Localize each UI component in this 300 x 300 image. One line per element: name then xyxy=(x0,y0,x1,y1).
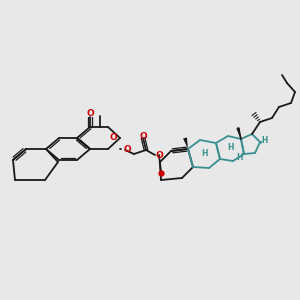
Polygon shape xyxy=(236,128,241,139)
Text: O: O xyxy=(110,133,118,142)
Text: H: H xyxy=(236,154,242,163)
Text: H: H xyxy=(201,149,208,158)
Text: O: O xyxy=(156,151,164,160)
Text: O: O xyxy=(139,132,147,141)
Text: H: H xyxy=(227,143,234,152)
Text: O: O xyxy=(123,146,131,154)
Text: ,H: ,H xyxy=(260,136,269,145)
Text: O: O xyxy=(86,109,94,118)
Polygon shape xyxy=(183,137,188,149)
